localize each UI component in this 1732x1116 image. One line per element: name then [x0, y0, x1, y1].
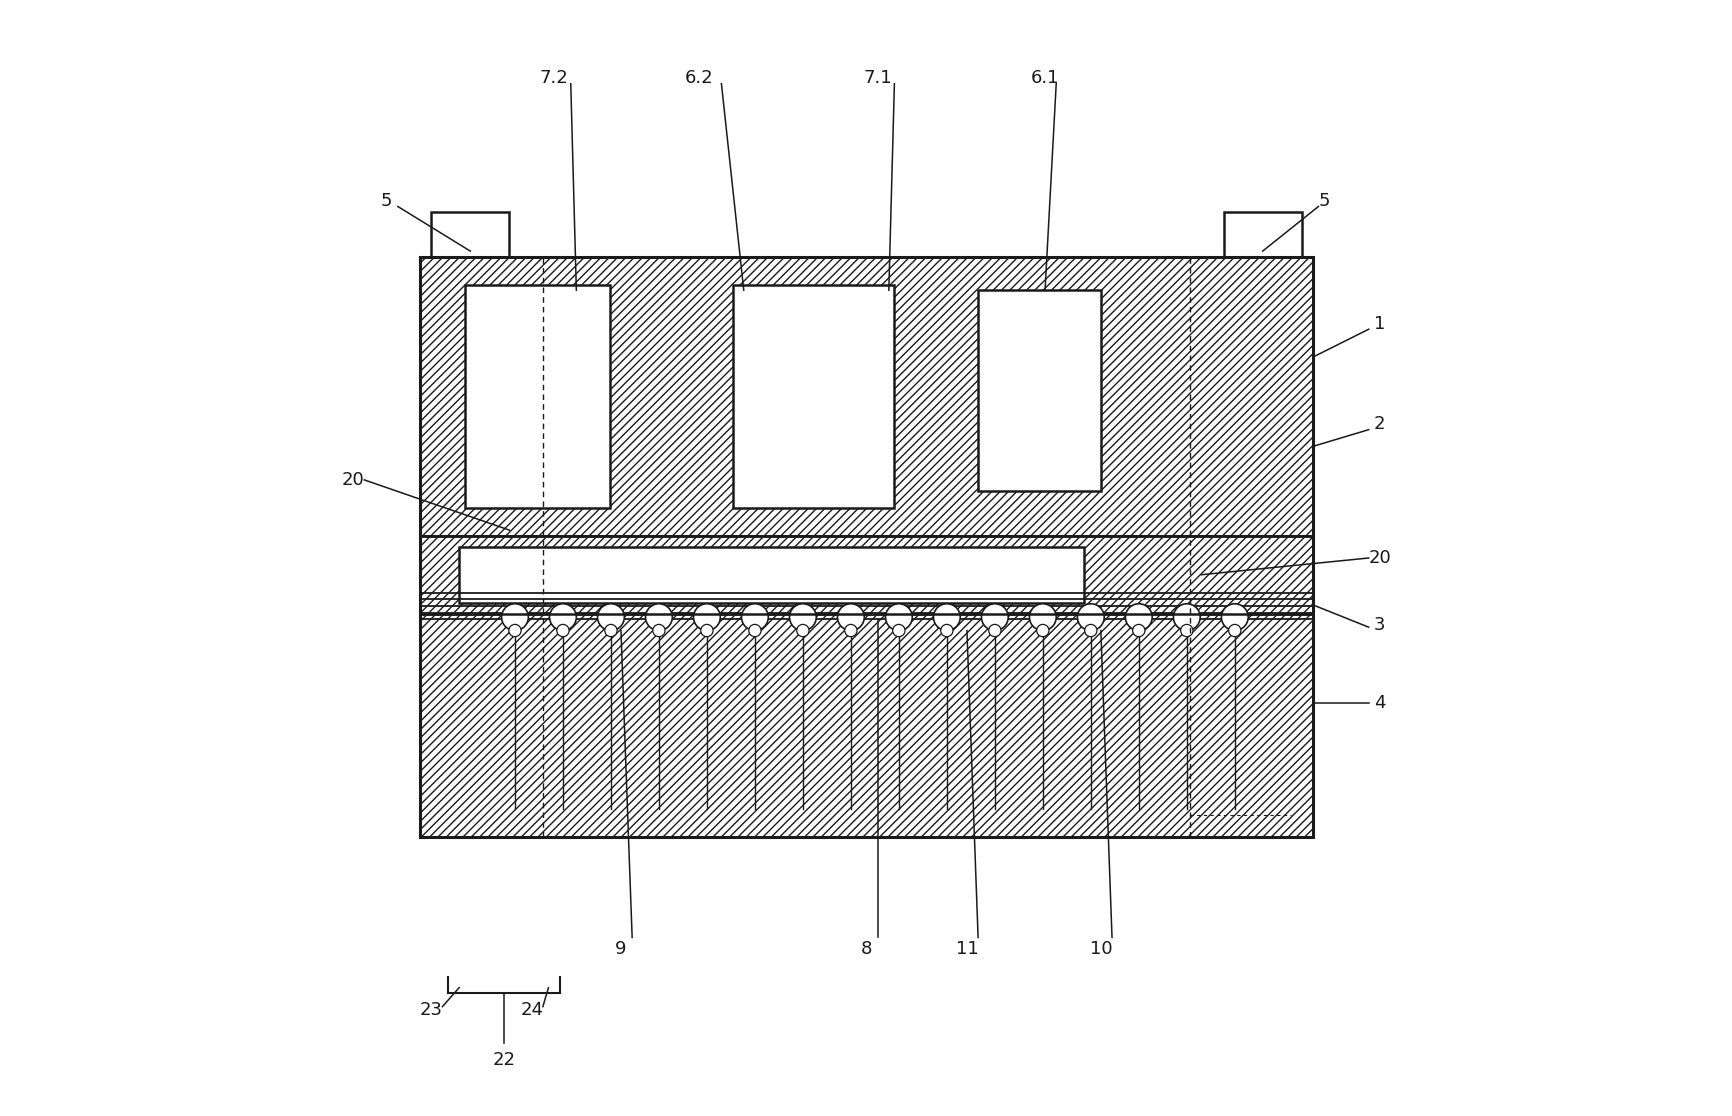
Circle shape — [653, 625, 665, 636]
Bar — [459, 547, 1084, 603]
Circle shape — [741, 604, 767, 631]
Text: 3: 3 — [1373, 616, 1386, 634]
Text: 7.1: 7.1 — [863, 69, 892, 87]
Text: 2: 2 — [1373, 415, 1386, 433]
Text: 22: 22 — [492, 1051, 514, 1069]
Circle shape — [1029, 604, 1055, 631]
Circle shape — [644, 604, 672, 631]
Circle shape — [700, 625, 712, 636]
Text: 5: 5 — [381, 192, 391, 210]
Text: 9: 9 — [615, 940, 627, 958]
Circle shape — [934, 604, 960, 631]
Bar — [419, 257, 1313, 837]
Circle shape — [843, 625, 857, 636]
Circle shape — [1036, 625, 1048, 636]
Text: 7.2: 7.2 — [539, 69, 568, 87]
Circle shape — [1228, 625, 1240, 636]
Text: 20: 20 — [341, 471, 364, 489]
Text: 11: 11 — [954, 940, 979, 958]
Text: 24: 24 — [520, 1001, 542, 1019]
Circle shape — [837, 604, 864, 631]
Circle shape — [556, 625, 568, 636]
Bar — [1223, 212, 1301, 257]
Text: 10: 10 — [1089, 940, 1112, 958]
Circle shape — [1133, 625, 1145, 636]
Text: 6.2: 6.2 — [684, 69, 714, 87]
Circle shape — [989, 625, 1001, 636]
Bar — [431, 212, 509, 257]
Circle shape — [885, 604, 911, 631]
Text: 8: 8 — [861, 940, 871, 958]
Circle shape — [1084, 625, 1096, 636]
Text: 20: 20 — [1368, 549, 1391, 567]
Bar — [977, 290, 1100, 491]
Circle shape — [940, 625, 953, 636]
Circle shape — [790, 604, 816, 631]
Bar — [419, 257, 1313, 536]
Circle shape — [1077, 604, 1103, 631]
Text: 23: 23 — [419, 1001, 442, 1019]
Bar — [464, 285, 610, 508]
Text: 4: 4 — [1373, 694, 1386, 712]
Circle shape — [693, 604, 721, 631]
Bar — [419, 536, 1313, 614]
Circle shape — [892, 625, 904, 636]
Circle shape — [1221, 604, 1247, 631]
Circle shape — [501, 604, 528, 631]
Bar — [419, 614, 1313, 837]
Text: 1: 1 — [1373, 315, 1386, 333]
Text: 6.1: 6.1 — [1031, 69, 1058, 87]
Circle shape — [509, 625, 521, 636]
Circle shape — [1173, 604, 1200, 631]
Circle shape — [980, 604, 1008, 631]
Circle shape — [1179, 625, 1192, 636]
Circle shape — [604, 625, 617, 636]
Bar — [733, 285, 894, 508]
Circle shape — [549, 604, 577, 631]
Circle shape — [1124, 604, 1152, 631]
Circle shape — [598, 604, 624, 631]
Circle shape — [748, 625, 760, 636]
Circle shape — [797, 625, 809, 636]
Text: 5: 5 — [1318, 192, 1328, 210]
